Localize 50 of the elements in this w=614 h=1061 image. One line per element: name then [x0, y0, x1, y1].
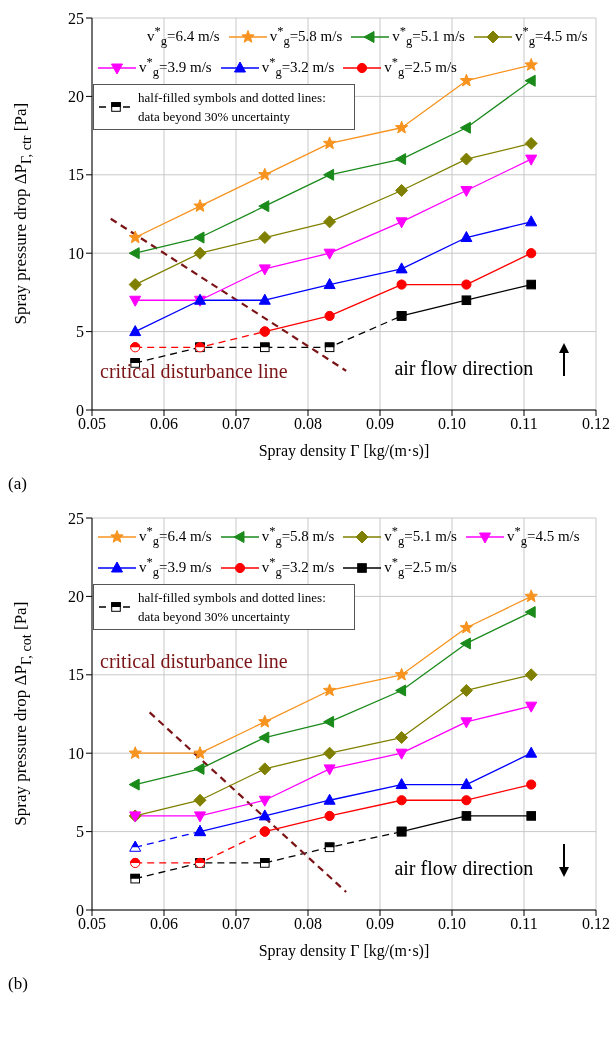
annotation: air flow direction [394, 356, 534, 380]
legend-label: v$^{*}$$_{g}$=2.5 m/s [384, 554, 457, 581]
legend-label: v$^{*}$$_{g}$=3.9 m/s [139, 554, 212, 581]
x-tick-label: 0.11 [510, 415, 538, 433]
y-tick-label: 5 [76, 323, 84, 341]
x-tick-label: 0.06 [150, 415, 178, 433]
series-label: critical disturbance line [100, 359, 288, 383]
legend-box: half-filled symbols and dotted lines: data beyond 30% uncertainty [93, 584, 355, 630]
annotation: air flow direction [394, 856, 534, 880]
y-tick-label: 25 [68, 9, 84, 27]
y-tick-label: 10 [68, 744, 84, 762]
x-tick-label: 0.08 [294, 915, 322, 933]
legend-label: v$^{*}$$_{g}$=3.9 m/s [139, 54, 212, 81]
legend-label: v$^{*}$$_{g}$=3.2 m/s [261, 54, 335, 81]
x-tick-label: 0.11 [510, 915, 538, 933]
x-tick-label: 0.10 [438, 415, 466, 433]
text: (a) [8, 474, 28, 495]
annotation: v$^{*}$$_{g}$=6.4 m/s [147, 23, 220, 50]
x-tick-label: 0.08 [294, 415, 322, 433]
y-tick-label: 20 [68, 588, 84, 606]
legend-label: v$^{*}$$_{g}$=2.5 m/s [384, 54, 457, 81]
x-tick-label: 0.07 [222, 915, 250, 933]
legend-label: v$^{*}$$_{g}$=4.5 m/s [514, 23, 588, 50]
legend-label: v$^{*}$$_{g}$=4.5 m/s [506, 523, 580, 550]
x-tick-label: 0.06 [150, 915, 178, 933]
legend-label: v$^{*}$$_{g}$=5.1 m/s [392, 23, 465, 50]
legend-label: v$^{*}$$_{g}$=5.1 m/s [384, 523, 457, 550]
legend-box: half-filled symbols and dotted lines: data beyond 30% uncertainty [93, 84, 355, 130]
legend-label: v$^{*}$$_{g}$=6.4 m/s [139, 523, 212, 550]
x-tick-label: 0.12 [582, 415, 610, 433]
x-axis-title: Spray density Γ [kg/(m·s)] [257, 442, 431, 460]
y-tick-label: 10 [68, 244, 84, 262]
y-tick-label: 15 [68, 166, 84, 184]
x-tick-label: 0.10 [438, 915, 466, 933]
x-tick-label: 0.09 [366, 915, 394, 933]
y-tick-label: 15 [68, 666, 84, 684]
text: critical disturbance line [100, 649, 288, 673]
text: (b) [8, 974, 29, 995]
y-tick-label: 20 [68, 88, 84, 106]
x-axis-title: Spray density Γ [kg/(m·s)] [257, 942, 431, 960]
legend-label: v$^{*}$$_{g}$=3.2 m/s [261, 554, 335, 581]
legend-label: v$^{*}$$_{g}$=5.8 m/s [261, 523, 335, 550]
y-tick-label: 5 [76, 823, 84, 841]
legend-label: half-filled symbols and dotted lines: data beyond 30% uncertainty [138, 589, 327, 626]
x-tick-label: 0.09 [366, 415, 394, 433]
x-tick-label: 0.07 [222, 415, 250, 433]
legend-label: v$^{*}$$_{g}$=5.8 m/s [269, 23, 343, 50]
legend-label: half-filled symbols and dotted lines: data beyond 30% uncertainty [138, 89, 327, 126]
x-tick-label: 0.12 [582, 915, 610, 933]
y-tick-label: 25 [68, 509, 84, 527]
